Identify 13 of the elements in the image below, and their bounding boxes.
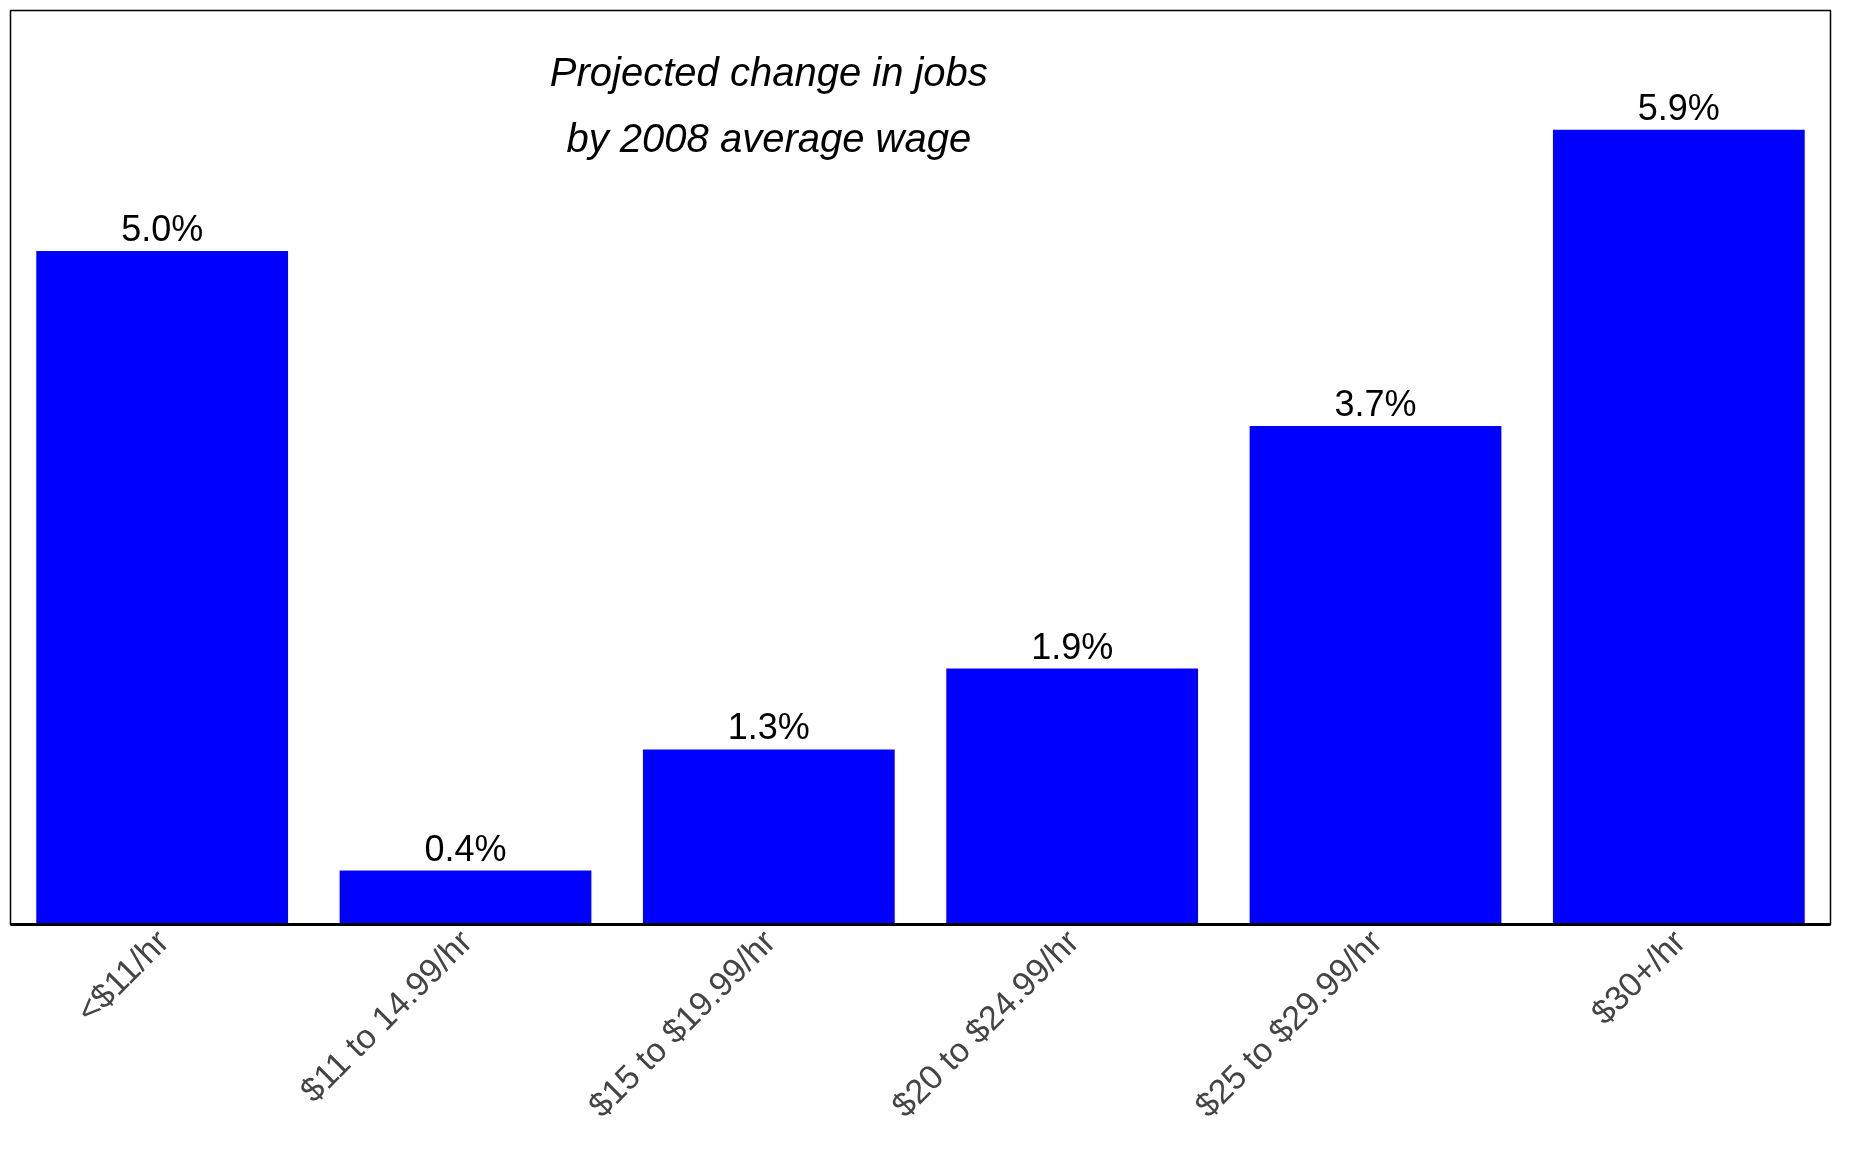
bar [36, 250, 289, 925]
bar [339, 870, 592, 925]
data-label: 1.3% [727, 706, 810, 748]
bar [1552, 129, 1805, 925]
bar [1249, 426, 1502, 925]
bar [946, 668, 1199, 925]
bar [642, 749, 895, 925]
data-label: 5.0% [121, 207, 204, 249]
data-label: 0.4% [424, 827, 507, 869]
data-label: 5.9% [1637, 86, 1720, 128]
chart-title: Projected change in jobs by 2008 average wage [549, 50, 988, 161]
data-label: 3.7% [1334, 383, 1417, 425]
data-label: 1.9% [1031, 625, 1114, 667]
